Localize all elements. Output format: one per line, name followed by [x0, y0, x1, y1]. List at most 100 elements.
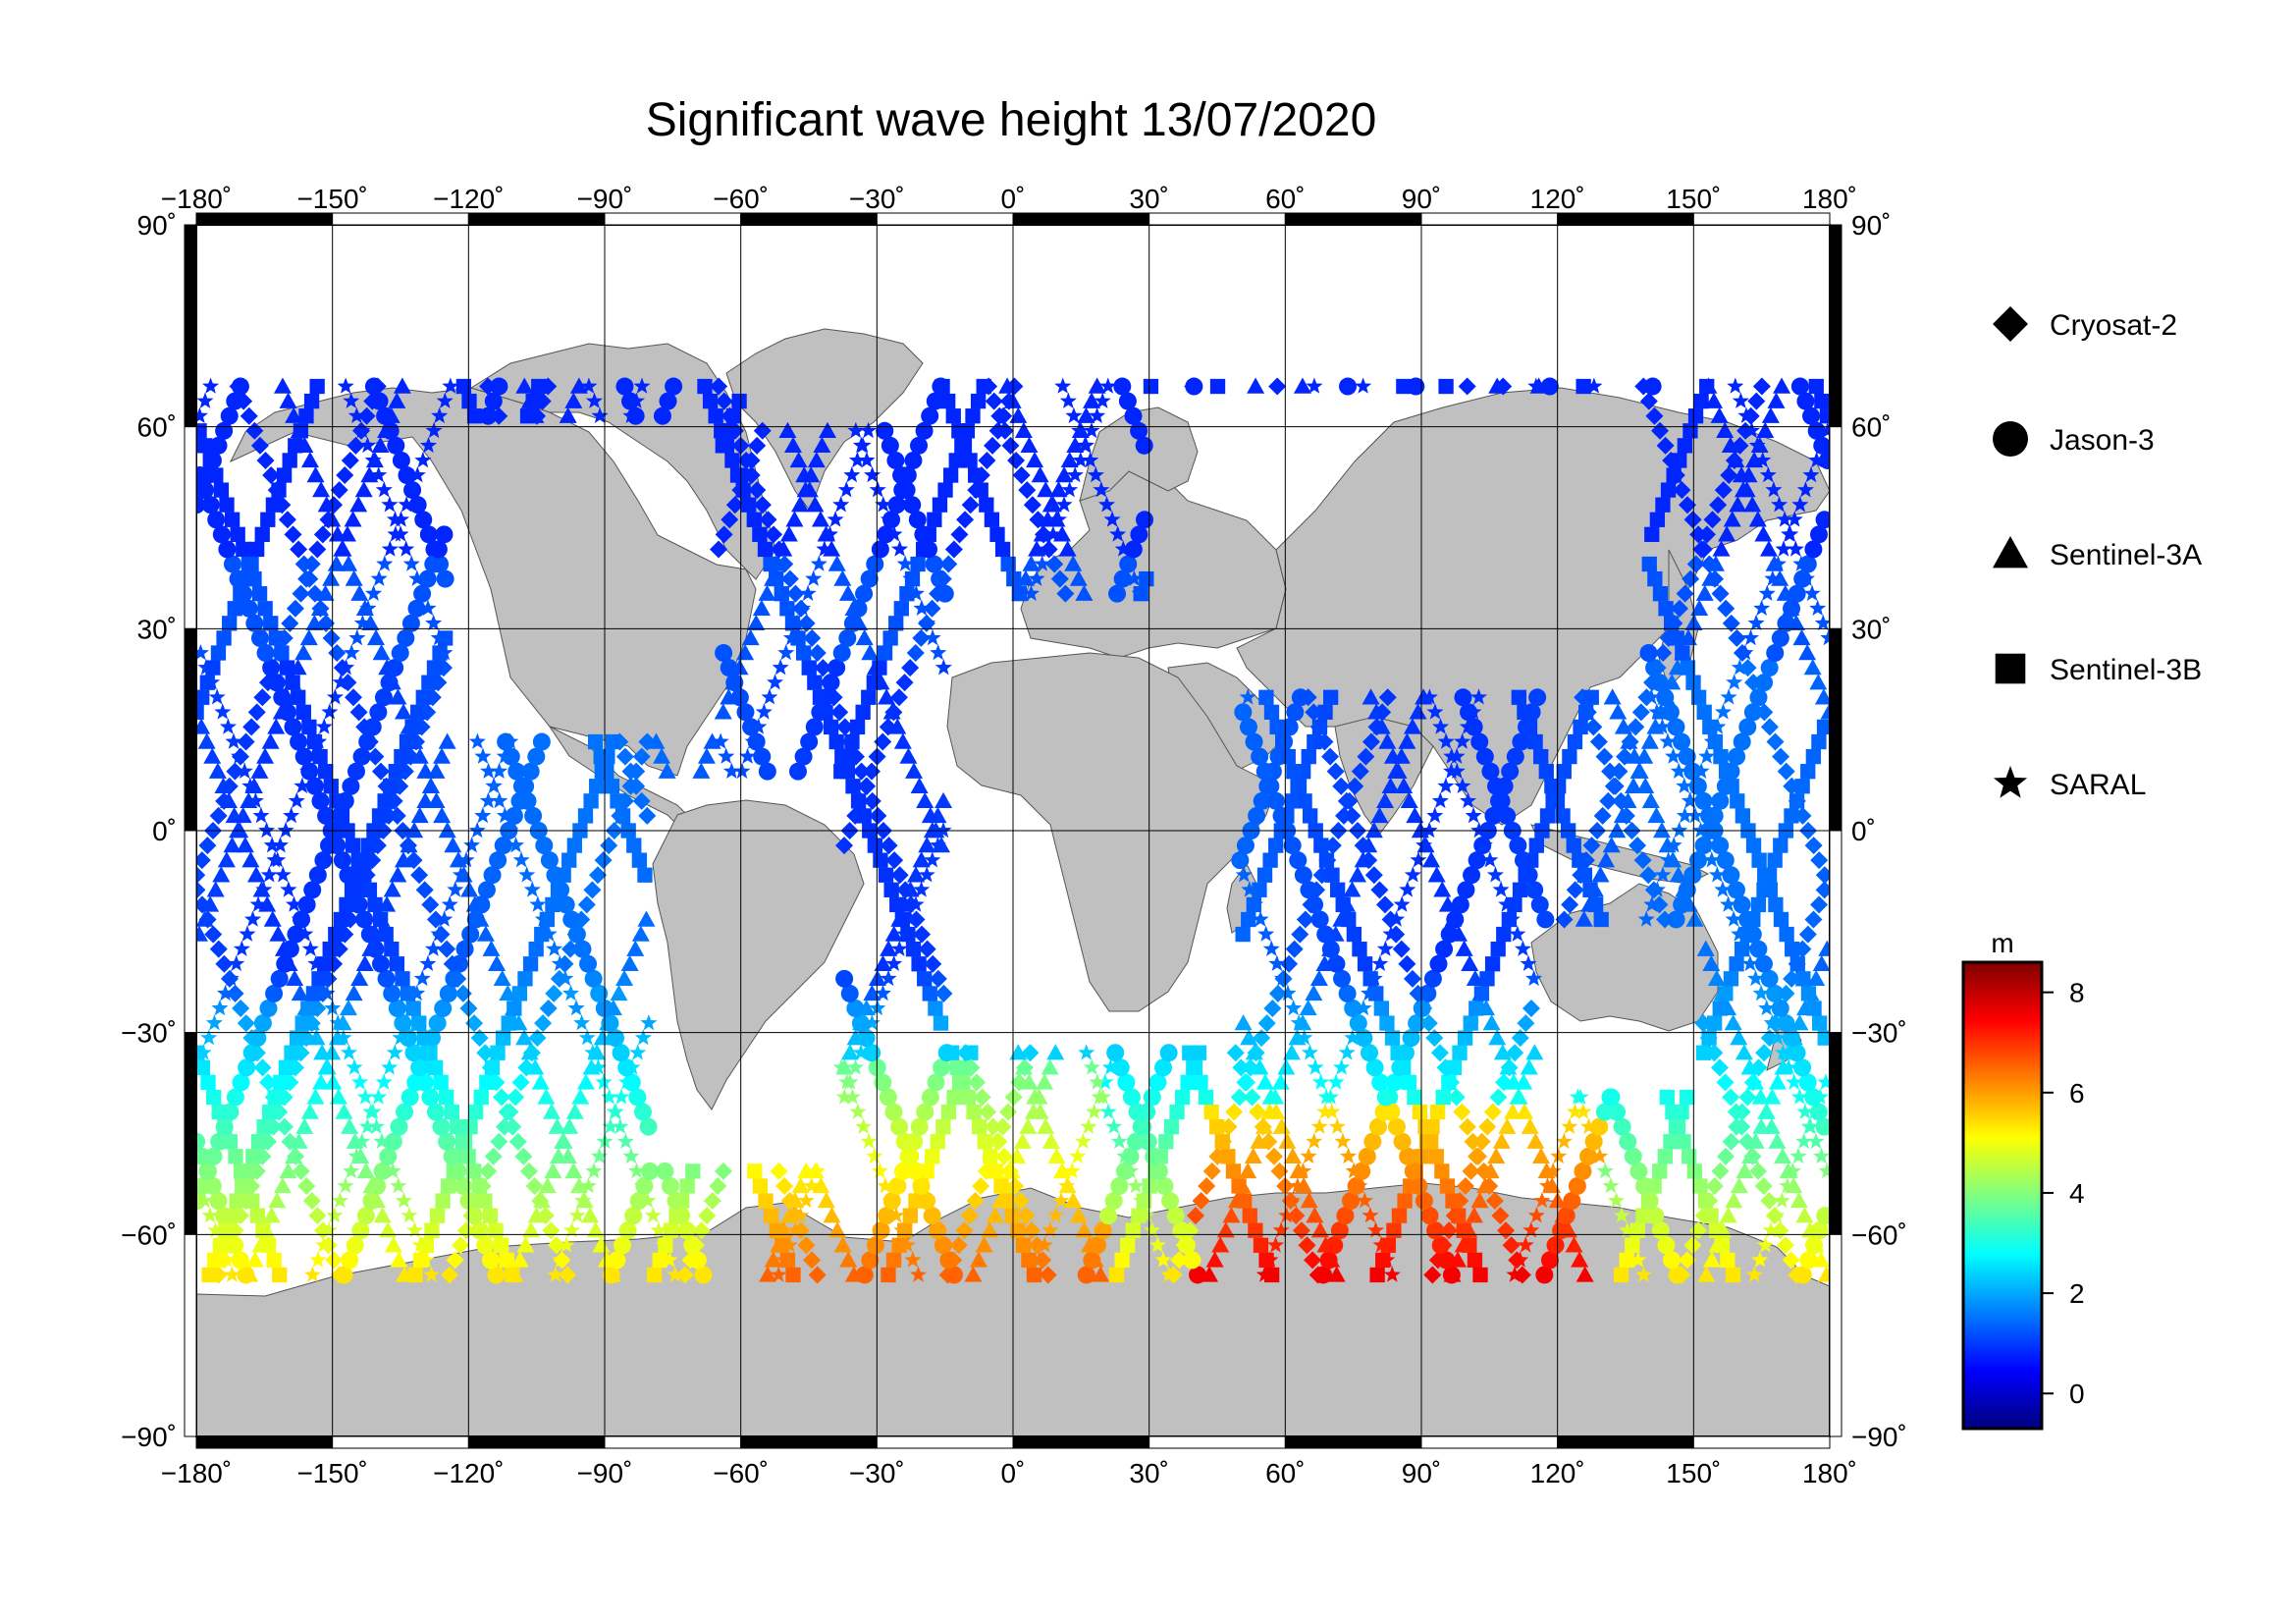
swh-point: [1602, 1177, 1620, 1194]
swh-point: [1110, 1176, 1129, 1195]
swh-point: [400, 1207, 418, 1223]
swh-point: [979, 497, 994, 513]
swh-point: [586, 1221, 605, 1238]
swh-point: [893, 601, 909, 617]
swh-point: [772, 659, 789, 676]
swh-point: [419, 525, 438, 544]
swh-point: [839, 1251, 858, 1268]
swh-point: [455, 378, 472, 395]
swh-point: [1363, 1132, 1382, 1151]
swh-point: [427, 791, 446, 809]
swh-point: [628, 1088, 647, 1107]
swh-point: [747, 614, 766, 631]
swh-point: [1790, 1014, 1809, 1031]
swh-point: [1454, 688, 1472, 707]
swh-point: [863, 1044, 881, 1062]
swh-point: [361, 882, 378, 897]
swh-point: [1629, 1162, 1648, 1180]
swh-point: [303, 881, 322, 899]
swh-point: [307, 954, 325, 971]
swh-point: [1396, 1059, 1412, 1075]
swh-point: [331, 1192, 348, 1209]
swh-point: [910, 436, 929, 455]
swh-point: [1556, 764, 1572, 780]
swh-point: [1081, 1236, 1099, 1253]
swh-point: [1677, 438, 1692, 454]
swh-point: [1655, 497, 1671, 513]
swh-point: [1716, 777, 1735, 795]
swh-point: [471, 910, 490, 927]
swh-point: [868, 969, 886, 987]
swh-point: [1702, 1251, 1721, 1268]
swh-point: [581, 1207, 600, 1223]
swh-point: [1790, 1088, 1808, 1105]
swh-point: [1584, 718, 1603, 736]
swh-point: [543, 1103, 561, 1119]
swh-point: [1810, 895, 1829, 914]
swh-point: [1087, 466, 1104, 483]
swh-point: [1423, 1134, 1439, 1150]
swh-point: [253, 1058, 272, 1077]
swh-point: [1387, 1117, 1406, 1136]
swh-point: [935, 1118, 951, 1135]
swh-point: [1364, 822, 1383, 839]
swh-point: [1536, 910, 1555, 929]
swh-point: [929, 969, 947, 988]
swh-point: [1629, 1251, 1647, 1268]
swh-point: [1729, 496, 1747, 513]
swh-point: [322, 942, 338, 957]
swh-point: [479, 791, 497, 809]
swh-point: [719, 438, 734, 454]
swh-point: [196, 718, 211, 734]
swh-point: [1642, 688, 1660, 705]
swh-point: [1750, 896, 1767, 913]
legend-label: Sentinel-3B: [2050, 654, 2202, 686]
swh-point: [1225, 1163, 1242, 1179]
swh-point: [383, 779, 399, 794]
swh-point: [494, 837, 512, 855]
swh-point: [1779, 926, 1794, 943]
swh-point: [349, 867, 365, 883]
swh-point: [1649, 512, 1666, 527]
swh-point: [1234, 1014, 1253, 1031]
swh-point: [1278, 1207, 1296, 1223]
swh-point: [1307, 733, 1322, 750]
swh-point: [1514, 851, 1532, 870]
swh-point: [371, 436, 390, 454]
swh-point: [935, 584, 954, 603]
swh-point: [765, 525, 783, 544]
swh-point: [230, 526, 245, 543]
swh-point: [546, 940, 563, 956]
swh-point: [1317, 704, 1333, 720]
swh-point: [1066, 466, 1084, 483]
swh-point: [546, 866, 564, 885]
swh-point: [1819, 421, 1830, 439]
swh-point: [271, 482, 287, 498]
swh-point: [843, 1088, 861, 1105]
swh-point: [916, 791, 934, 809]
swh-point: [1015, 1237, 1032, 1253]
swh-point: [1049, 481, 1068, 498]
swh-point: [1360, 851, 1378, 870]
frame-bar-bottom: [1420, 1435, 1559, 1449]
swh-point: [1148, 1073, 1167, 1092]
swh-point: [435, 525, 454, 544]
swh-point: [1187, 1207, 1205, 1225]
swh-point: [1563, 1192, 1581, 1211]
swh-point: [243, 556, 259, 572]
swh-point: [616, 1132, 634, 1149]
swh-point: [1803, 659, 1822, 676]
swh-point: [891, 540, 909, 557]
lon-tick-label-top: −60˚: [713, 184, 769, 214]
frame-bar-bottom: [1284, 1435, 1422, 1449]
swh-point: [299, 628, 318, 646]
lon-tick-label-bottom: −180˚: [161, 1458, 232, 1488]
swh-point: [918, 940, 936, 958]
swh-point: [238, 570, 254, 587]
swh-point: [519, 1162, 538, 1180]
swh-point: [1177, 1236, 1196, 1255]
swh-point: [481, 1058, 500, 1077]
swh-point: [1708, 866, 1726, 883]
swh-point: [1807, 969, 1826, 987]
swh-point: [621, 392, 640, 410]
